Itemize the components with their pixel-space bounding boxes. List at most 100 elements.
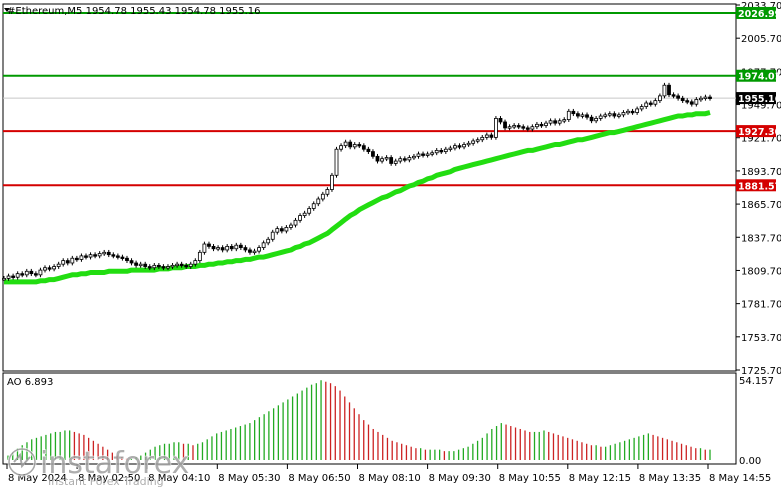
candle-body (416, 153, 421, 157)
candle-body (248, 249, 252, 253)
level-tag-bg (736, 179, 776, 192)
y-tick-label: 1921.70 (741, 134, 781, 145)
candle-body (11, 275, 16, 278)
candle-body (434, 150, 439, 154)
candle-body (115, 255, 120, 258)
candle-body (371, 151, 375, 157)
candle-body (6, 275, 11, 279)
collapse-arrow-icon[interactable] (4, 8, 10, 12)
candle-body (630, 110, 635, 114)
candle-body (685, 100, 690, 103)
candle-body (70, 257, 75, 264)
candle-body (539, 123, 544, 127)
candle-body (498, 118, 503, 123)
y-tick-label: 1753.70 (741, 333, 781, 344)
candle-body (125, 257, 129, 262)
level-tag-bg (736, 6, 776, 19)
candle-body (566, 110, 571, 120)
candle-body (457, 145, 462, 148)
candle-body (621, 112, 626, 116)
candle-body (653, 100, 658, 105)
candle-body (612, 113, 617, 117)
candle-body (24, 270, 29, 276)
x-tick-label: 8 May 04:10 (148, 473, 210, 484)
candle-body (138, 263, 143, 267)
candle-body (38, 269, 43, 276)
candle-body (708, 96, 712, 99)
candle-body (284, 227, 289, 232)
candle-body (698, 97, 703, 101)
candle-body (639, 106, 644, 110)
candle-body (20, 273, 25, 276)
candle-body (47, 267, 52, 270)
candle-body (389, 157, 394, 164)
candle-body (439, 150, 444, 153)
candle-body (530, 126, 535, 130)
candle-body (97, 253, 102, 257)
candle-body (380, 158, 384, 162)
candle-body (571, 110, 576, 115)
watermark-tagline: Instant Forex Trading (48, 475, 164, 488)
candle-body (243, 247, 248, 251)
candle-body (207, 243, 211, 247)
x-tick-label: 8 May 09:30 (429, 473, 491, 484)
candle-body (466, 142, 471, 146)
y-tick-label: 1725.70 (741, 366, 781, 377)
candle-body (61, 260, 66, 265)
last-price-tag-label: 1955.16 (738, 94, 781, 105)
candle-body (325, 189, 330, 195)
candle-body (129, 260, 134, 264)
candle-body (330, 174, 334, 190)
candle-body (307, 208, 312, 214)
candle-body (475, 139, 480, 142)
candle-body (320, 193, 325, 200)
y-tick-label: 1781.70 (741, 300, 781, 311)
candle-body (52, 266, 57, 270)
candle-body (503, 121, 507, 129)
candle-body (580, 114, 585, 117)
candle-body (562, 119, 567, 122)
candle-body (657, 95, 662, 102)
candle-body (443, 148, 448, 152)
candle-body (348, 141, 353, 148)
candle-body (106, 251, 111, 256)
candle-body (270, 231, 275, 240)
candle-body (166, 266, 170, 269)
x-tick-label: 8 May 05:30 (218, 473, 280, 484)
candle-body (694, 99, 699, 105)
candle-body (202, 243, 207, 253)
candle-body (603, 114, 608, 117)
candle-body (225, 245, 230, 251)
candle-body (43, 267, 47, 271)
candle-body (179, 263, 184, 267)
candle-body (430, 152, 435, 155)
candle-body (234, 244, 239, 250)
candle-body (703, 96, 708, 99)
candle-body (462, 144, 466, 148)
level-tag-label: 1927.30 (738, 127, 781, 138)
candle-body (102, 251, 107, 255)
candle-body (74, 257, 79, 261)
candle-body (84, 255, 88, 258)
candle-body (607, 113, 612, 116)
candle-body (238, 244, 243, 248)
candle-body (252, 250, 257, 254)
candle-body (548, 120, 553, 124)
main-plot-frame (2, 3, 737, 372)
candle-body (343, 141, 348, 147)
x-tick-label: 8 May 12:15 (569, 473, 631, 484)
candle-body (65, 260, 70, 264)
candle-body (56, 263, 61, 267)
symbol-header: #Ethereum,M5 1954.78 1955.43 1954.78 195… (7, 6, 261, 17)
level-tag-label: 2026.99 (738, 9, 781, 20)
candle-body (676, 95, 681, 99)
candle-body (170, 264, 175, 268)
candle-body (275, 228, 280, 233)
candle-body (393, 160, 398, 164)
candle-body (33, 273, 38, 276)
candle-body (147, 266, 152, 269)
last-price-tag-bg (736, 92, 776, 105)
level-tag-label: 1881.57 (738, 181, 781, 192)
y-tick-label: 2005.70 (741, 34, 781, 45)
candle-body (512, 125, 517, 128)
